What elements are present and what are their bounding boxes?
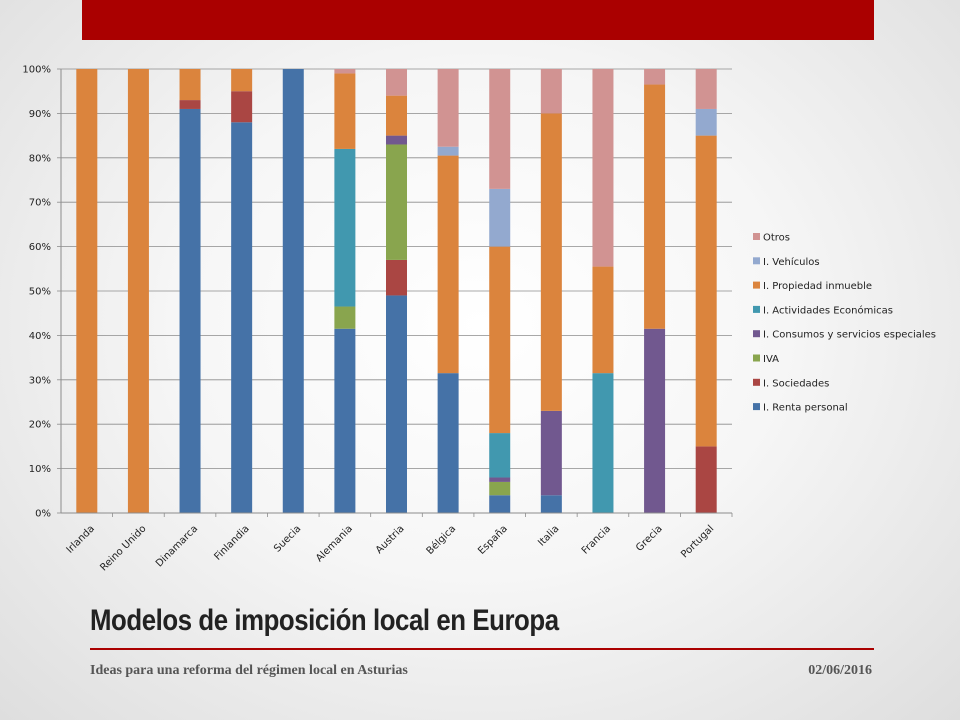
title-underline: [90, 648, 874, 650]
legend-swatch: [753, 281, 760, 289]
bar-segment: [540, 113, 562, 411]
bar-segment: [644, 328, 666, 513]
bar-segment: [386, 259, 407, 296]
x-tick-label: Italia: [536, 523, 561, 548]
y-tick-label: 30%: [29, 375, 51, 386]
legend-swatch: [753, 330, 760, 338]
slide-title: Modelos de imposición local en Europa: [90, 604, 559, 637]
bar-segment: [489, 495, 511, 513]
bar-segment: [386, 144, 407, 260]
bar-segment: [592, 69, 614, 267]
bar-segment: [695, 135, 717, 447]
footer-text: Ideas para una reforma del régimen local…: [90, 663, 408, 678]
legend-label: I. Actividades Económicas: [763, 304, 893, 316]
bar-segment: [695, 69, 717, 109]
legend-label: I. Vehículos: [763, 256, 820, 268]
stacked-bar-chart: 0% 10% 20% 30% 40% 50% 60% 70% 80% 90% 100% Irlanda…: [22, 65, 936, 574]
legend-label: I. Consumos y servicios especiales: [763, 330, 936, 341]
bar-segment: [437, 155, 459, 374]
x-tick-label: Finlandia: [212, 523, 251, 562]
bar-segment: [334, 306, 356, 329]
bar-segment: [489, 433, 511, 478]
bar-segment: [437, 146, 459, 156]
bar-segment: [127, 69, 149, 513]
x-tick-label: Grecia: [634, 523, 665, 554]
legend-label: Otros: [763, 233, 790, 244]
bar-segment: [179, 108, 201, 514]
y-tick-label: 70%: [29, 198, 51, 209]
bar-segment: [592, 373, 614, 513]
bar-segment: [386, 69, 407, 96]
x-tick-label: Dinamarca: [154, 523, 200, 569]
y-tick-label: 0%: [35, 509, 51, 520]
bar-segment: [695, 108, 717, 136]
legend-swatch: [753, 305, 760, 313]
bar-segment: [179, 100, 201, 109]
header-band: [82, 0, 874, 40]
bar-segment: [540, 410, 562, 496]
bar-segment: [334, 73, 356, 149]
bar-segment: [489, 246, 511, 434]
bar-segment: [437, 69, 459, 147]
bar-segment: [489, 477, 511, 482]
y-tick-label: 90%: [29, 109, 51, 120]
bar-segment: [592, 266, 614, 374]
footer-date: 02/06/2016: [808, 663, 872, 678]
x-tick-label: Suecia: [272, 523, 303, 554]
bar-segment: [231, 122, 253, 513]
legend-swatch: [753, 378, 760, 386]
legend-swatch: [753, 257, 760, 265]
bar-segment: [437, 373, 459, 513]
legend: Otros I. Vehículos I. Propiedad inmueble I.…: [753, 233, 936, 414]
bar-segment: [386, 95, 407, 136]
bar-segment: [334, 148, 356, 307]
bar-segment: [644, 69, 666, 85]
y-tick-label: 60%: [29, 242, 51, 253]
x-tick-label: Francia: [580, 523, 613, 556]
bar-segment: [644, 84, 666, 329]
y-tick-label: 10%: [29, 464, 51, 475]
bar-segment: [540, 69, 562, 114]
legend-label: I. Renta personal: [763, 403, 848, 414]
bar-segment: [386, 295, 407, 513]
legend-swatch: [753, 354, 760, 362]
bar-segment: [695, 446, 717, 513]
bar-segment: [540, 495, 562, 513]
bar-segment: [76, 69, 98, 513]
bar-segment: [231, 69, 253, 92]
bar-segment: [386, 135, 407, 145]
x-tick-label: Austria: [374, 523, 407, 556]
y-tick-label: 20%: [29, 420, 51, 431]
x-tick-label: Portugal: [679, 523, 716, 560]
x-tick-label: Alemania: [314, 523, 355, 564]
bar-segment: [282, 69, 304, 513]
y-tick-label: 50%: [29, 287, 51, 298]
x-tick-label: Bélgica: [424, 523, 458, 557]
bar-segment: [231, 91, 253, 123]
bars: [76, 69, 717, 514]
legend-label: IVA: [763, 354, 779, 365]
bar-segment: [489, 69, 511, 189]
bar-segment: [179, 69, 201, 101]
bar-segment: [489, 188, 511, 247]
y-tick-label: 80%: [29, 153, 51, 164]
bar-segment: [334, 69, 356, 74]
y-tick-label: 100%: [22, 65, 51, 76]
x-tick-label: Irlanda: [65, 523, 97, 555]
bar-segment: [334, 328, 356, 513]
legend-swatch: [753, 233, 760, 240]
x-tick-label: Reino Unido: [98, 523, 148, 573]
x-tick-label: España: [476, 523, 510, 557]
y-tick-label: 40%: [29, 331, 51, 342]
bar-segment: [489, 481, 511, 496]
legend-swatch: [753, 403, 760, 411]
legend-label: I. Propiedad inmueble: [763, 281, 872, 292]
legend-label: I. Sociedades: [763, 378, 829, 389]
